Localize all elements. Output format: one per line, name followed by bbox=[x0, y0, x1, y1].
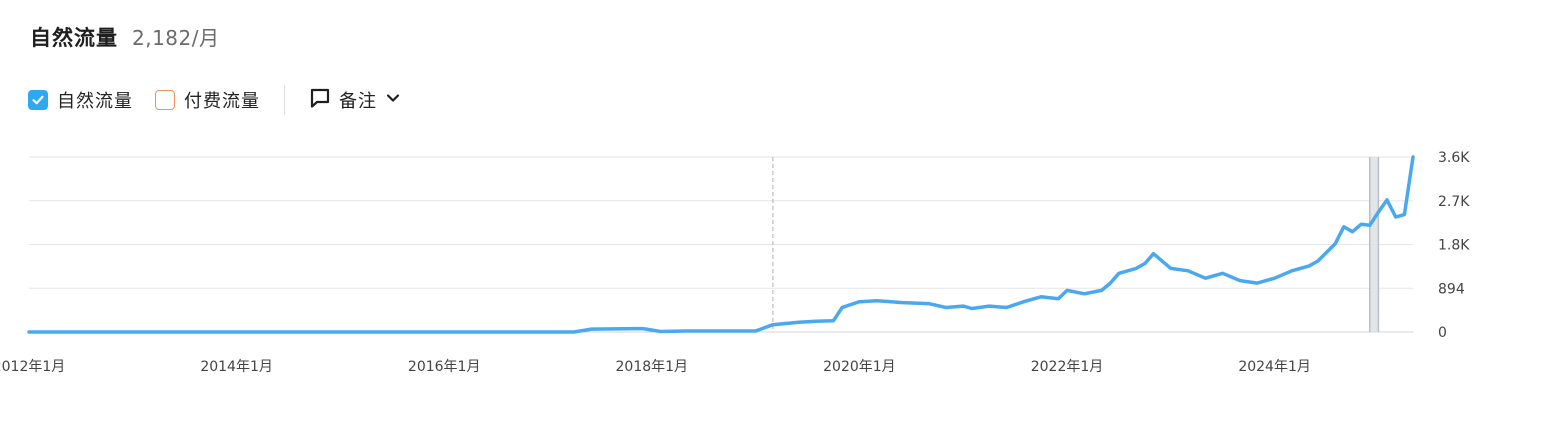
monthly-traffic-value: 2,182/月 bbox=[132, 26, 220, 50]
notes-dropdown[interactable]: 备注 bbox=[309, 87, 401, 113]
organic-traffic-toggle[interactable]: 自然流量 bbox=[28, 87, 133, 113]
y-tick-label: 0 bbox=[1438, 325, 1447, 341]
traffic-header: 自然流量 2,182/月 bbox=[30, 22, 220, 52]
y-tick-label: 2.7K bbox=[1438, 194, 1470, 210]
checkbox-unchecked-icon[interactable] bbox=[155, 90, 175, 110]
x-tick-label: 2018年1月 bbox=[616, 359, 689, 375]
x-tick-label: 2020年1月 bbox=[823, 359, 896, 375]
highlight-band bbox=[1369, 157, 1379, 332]
paid-traffic-label: 付费流量 bbox=[184, 91, 260, 112]
y-tick-label: 1.8K bbox=[1438, 238, 1470, 254]
traffic-line-chart[interactable]: 0 894 1.8K 2.7K 3.6K 2012年1月 2014年1月 2016年1月 20… bbox=[0, 140, 1550, 390]
checkbox-checked-icon[interactable] bbox=[28, 90, 48, 110]
controls-divider bbox=[284, 85, 285, 115]
notes-label: 备注 bbox=[339, 91, 377, 112]
x-tick-label: 2014年1月 bbox=[200, 359, 273, 375]
series-line-organic bbox=[27, 155, 1415, 334]
x-tick-label: 2012年1月 bbox=[0, 359, 65, 375]
comment-icon bbox=[309, 87, 331, 113]
x-tick-label: 2024年1月 bbox=[1238, 359, 1311, 375]
chart-controls: 自然流量 付费流量 备注 bbox=[28, 85, 401, 115]
x-tick-label: 2022年1月 bbox=[1031, 359, 1104, 375]
y-tick-label: 894 bbox=[1438, 281, 1465, 297]
y-tick-label: 3.6K bbox=[1438, 150, 1470, 166]
page-title: 自然流量 bbox=[30, 26, 118, 50]
organic-traffic-label: 自然流量 bbox=[57, 91, 133, 112]
chevron-down-icon bbox=[385, 90, 401, 110]
x-tick-label: 2016年1月 bbox=[408, 359, 481, 375]
paid-traffic-toggle[interactable]: 付费流量 bbox=[155, 87, 260, 113]
